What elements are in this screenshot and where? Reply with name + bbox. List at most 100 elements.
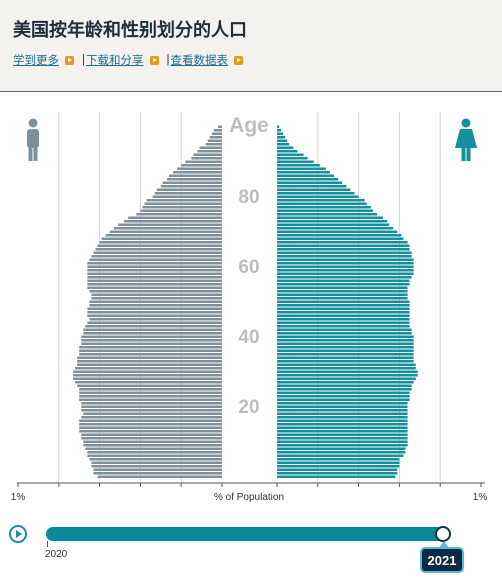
age-tick-label: 60 [238, 257, 259, 278]
male-bar [128, 216, 222, 219]
play-icon[interactable] [9, 525, 27, 543]
female-bar [277, 398, 410, 401]
male-bar [73, 370, 222, 373]
female-bar [277, 220, 388, 223]
female-bar [277, 377, 416, 380]
male-bar [81, 409, 223, 412]
female-bar [277, 251, 412, 254]
male-bar [87, 314, 222, 317]
arrow-right-icon [149, 55, 159, 65]
female-bar [277, 423, 408, 426]
male-bar [97, 475, 222, 478]
male-bar [79, 430, 222, 433]
male-bar [79, 423, 222, 426]
female-bar [277, 216, 384, 219]
arrow-right-icon [65, 55, 74, 65]
female-bar [277, 339, 414, 342]
male-bar [91, 297, 222, 300]
male-bar [99, 241, 222, 244]
male-bar [79, 388, 222, 391]
x-axis-ticks [17, 483, 482, 487]
male-bar [79, 346, 222, 349]
female-bar [277, 272, 414, 275]
male-bar [177, 167, 222, 170]
male-bar [160, 185, 222, 188]
female-bar [277, 139, 288, 142]
population-pyramid-chart: Age 20 40 60 80 1% % of Population 1% [0, 92, 502, 512]
slider-tick-mark [47, 541, 48, 547]
male-bars [73, 125, 223, 478]
male-bar [191, 157, 222, 160]
age-tick-label: 20 [238, 397, 259, 418]
x-axis-title: % of Population [214, 492, 284, 503]
male-bar [211, 132, 222, 135]
male-bar [87, 283, 222, 286]
male-bar [81, 416, 223, 419]
male-bar [91, 255, 222, 258]
female-bar [277, 185, 347, 188]
female-bar [277, 199, 365, 202]
female-bar [277, 146, 294, 149]
male-bar [93, 468, 222, 471]
female-bar [277, 472, 398, 475]
female-bar [277, 213, 377, 216]
male-bar [87, 262, 222, 265]
female-bar [277, 297, 408, 300]
female-bar [277, 454, 404, 457]
male-bar [93, 472, 222, 475]
male-bar [199, 146, 222, 149]
male-bar [162, 181, 222, 184]
male-bar [81, 402, 223, 405]
female-bar [277, 206, 371, 209]
female-bar [277, 153, 304, 156]
male-bar [146, 199, 222, 202]
learn-more-link[interactable]: 学到更多 [13, 55, 59, 67]
female-bar [277, 461, 400, 464]
male-bar [168, 174, 222, 177]
female-bar [277, 255, 412, 258]
female-bar [277, 384, 412, 387]
male-bar [105, 234, 222, 237]
arrow-right-icon [234, 55, 243, 65]
age-tick-label: 80 [238, 187, 259, 208]
male-bar [81, 339, 223, 342]
view-data-table-link[interactable]: 查看数据表 [170, 55, 229, 67]
x-axis-left-label: 1% [11, 492, 26, 503]
male-bar [87, 272, 222, 275]
female-bar [277, 304, 410, 307]
male-bar [95, 248, 222, 251]
male-bar [83, 444, 222, 447]
male-bar [109, 230, 222, 233]
header: 美国按年龄和性别划分的人口 学到更多 | 下载和分享 | 查看数据表 [0, 0, 502, 92]
female-bar [277, 293, 408, 296]
female-bar [277, 328, 412, 331]
female-bar [277, 136, 286, 139]
male-bar [75, 381, 223, 384]
female-bar [277, 167, 326, 170]
male-bar [197, 150, 222, 153]
male-bar [87, 311, 222, 314]
male-bar [87, 276, 222, 279]
female-bar [277, 290, 408, 293]
male-bar [181, 164, 222, 167]
male-person-icon [27, 118, 39, 161]
female-bar [277, 395, 410, 398]
year-slider-handle[interactable] [435, 526, 451, 542]
female-bar [277, 458, 400, 461]
female-bar [277, 258, 414, 261]
male-bar [140, 209, 222, 212]
female-person-icon [455, 118, 477, 161]
link-separator: | [82, 54, 85, 66]
female-bar [277, 150, 298, 153]
male-bar [87, 321, 222, 324]
link-bar: 学到更多 | 下载和分享 | 查看数据表 [13, 52, 247, 68]
download-share-link[interactable]: 下载和分享 [86, 55, 144, 67]
female-bar [277, 181, 343, 184]
male-bar [87, 279, 222, 282]
female-bar [277, 349, 414, 352]
year-slider-track[interactable] [46, 527, 450, 541]
female-bar [277, 143, 290, 146]
female-bar [277, 300, 410, 303]
female-bar [277, 416, 408, 419]
male-bar [79, 349, 222, 352]
